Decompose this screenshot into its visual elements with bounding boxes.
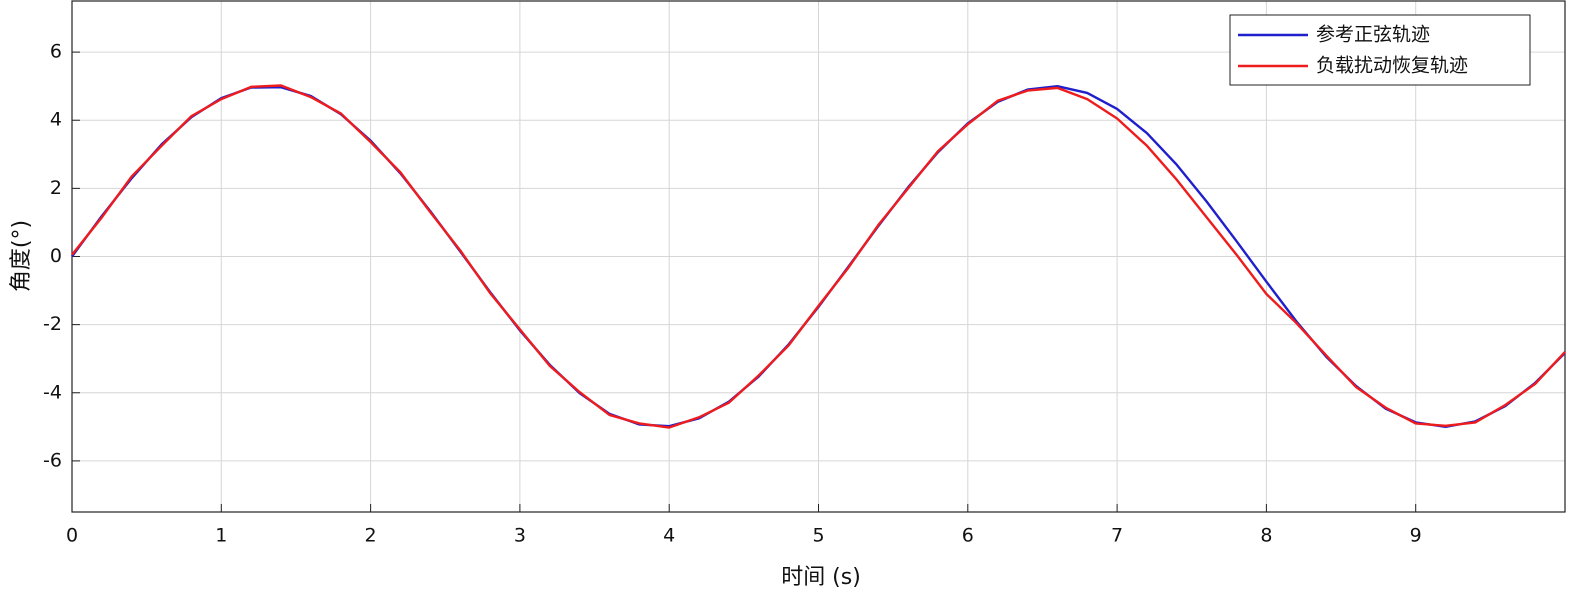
x-tick-label: 3 xyxy=(514,525,526,547)
y-tick-label: 0 xyxy=(50,245,62,267)
legend-label: 参考正弦轨迹 xyxy=(1316,24,1430,46)
x-tick-label: 6 xyxy=(962,525,974,547)
y-tick-label: 2 xyxy=(50,177,62,199)
y-tick-label: -6 xyxy=(43,449,62,471)
x-tick-label: 7 xyxy=(1111,525,1123,547)
y-tick-label: 4 xyxy=(50,109,62,131)
y-tick-label: -2 xyxy=(43,313,62,335)
y-tick-label: -4 xyxy=(43,381,62,403)
y-tick-label: 6 xyxy=(50,41,62,63)
x-tick-label: 9 xyxy=(1410,525,1422,547)
y-axis-label: 角度(°) xyxy=(9,220,34,292)
x-tick-label: 0 xyxy=(66,525,78,547)
x-tick-label: 4 xyxy=(663,525,675,547)
x-axis-label: 时间 (s) xyxy=(781,565,861,590)
legend-box xyxy=(1229,14,1531,86)
x-tick-label: 1 xyxy=(215,525,227,547)
line-series xyxy=(71,84,1566,429)
x-tick-label: 8 xyxy=(1260,525,1272,547)
x-tick-label: 5 xyxy=(812,525,824,547)
x-tick-label: 2 xyxy=(365,525,377,547)
legend-label: 负载扰动恢复轨迹 xyxy=(1316,55,1468,77)
